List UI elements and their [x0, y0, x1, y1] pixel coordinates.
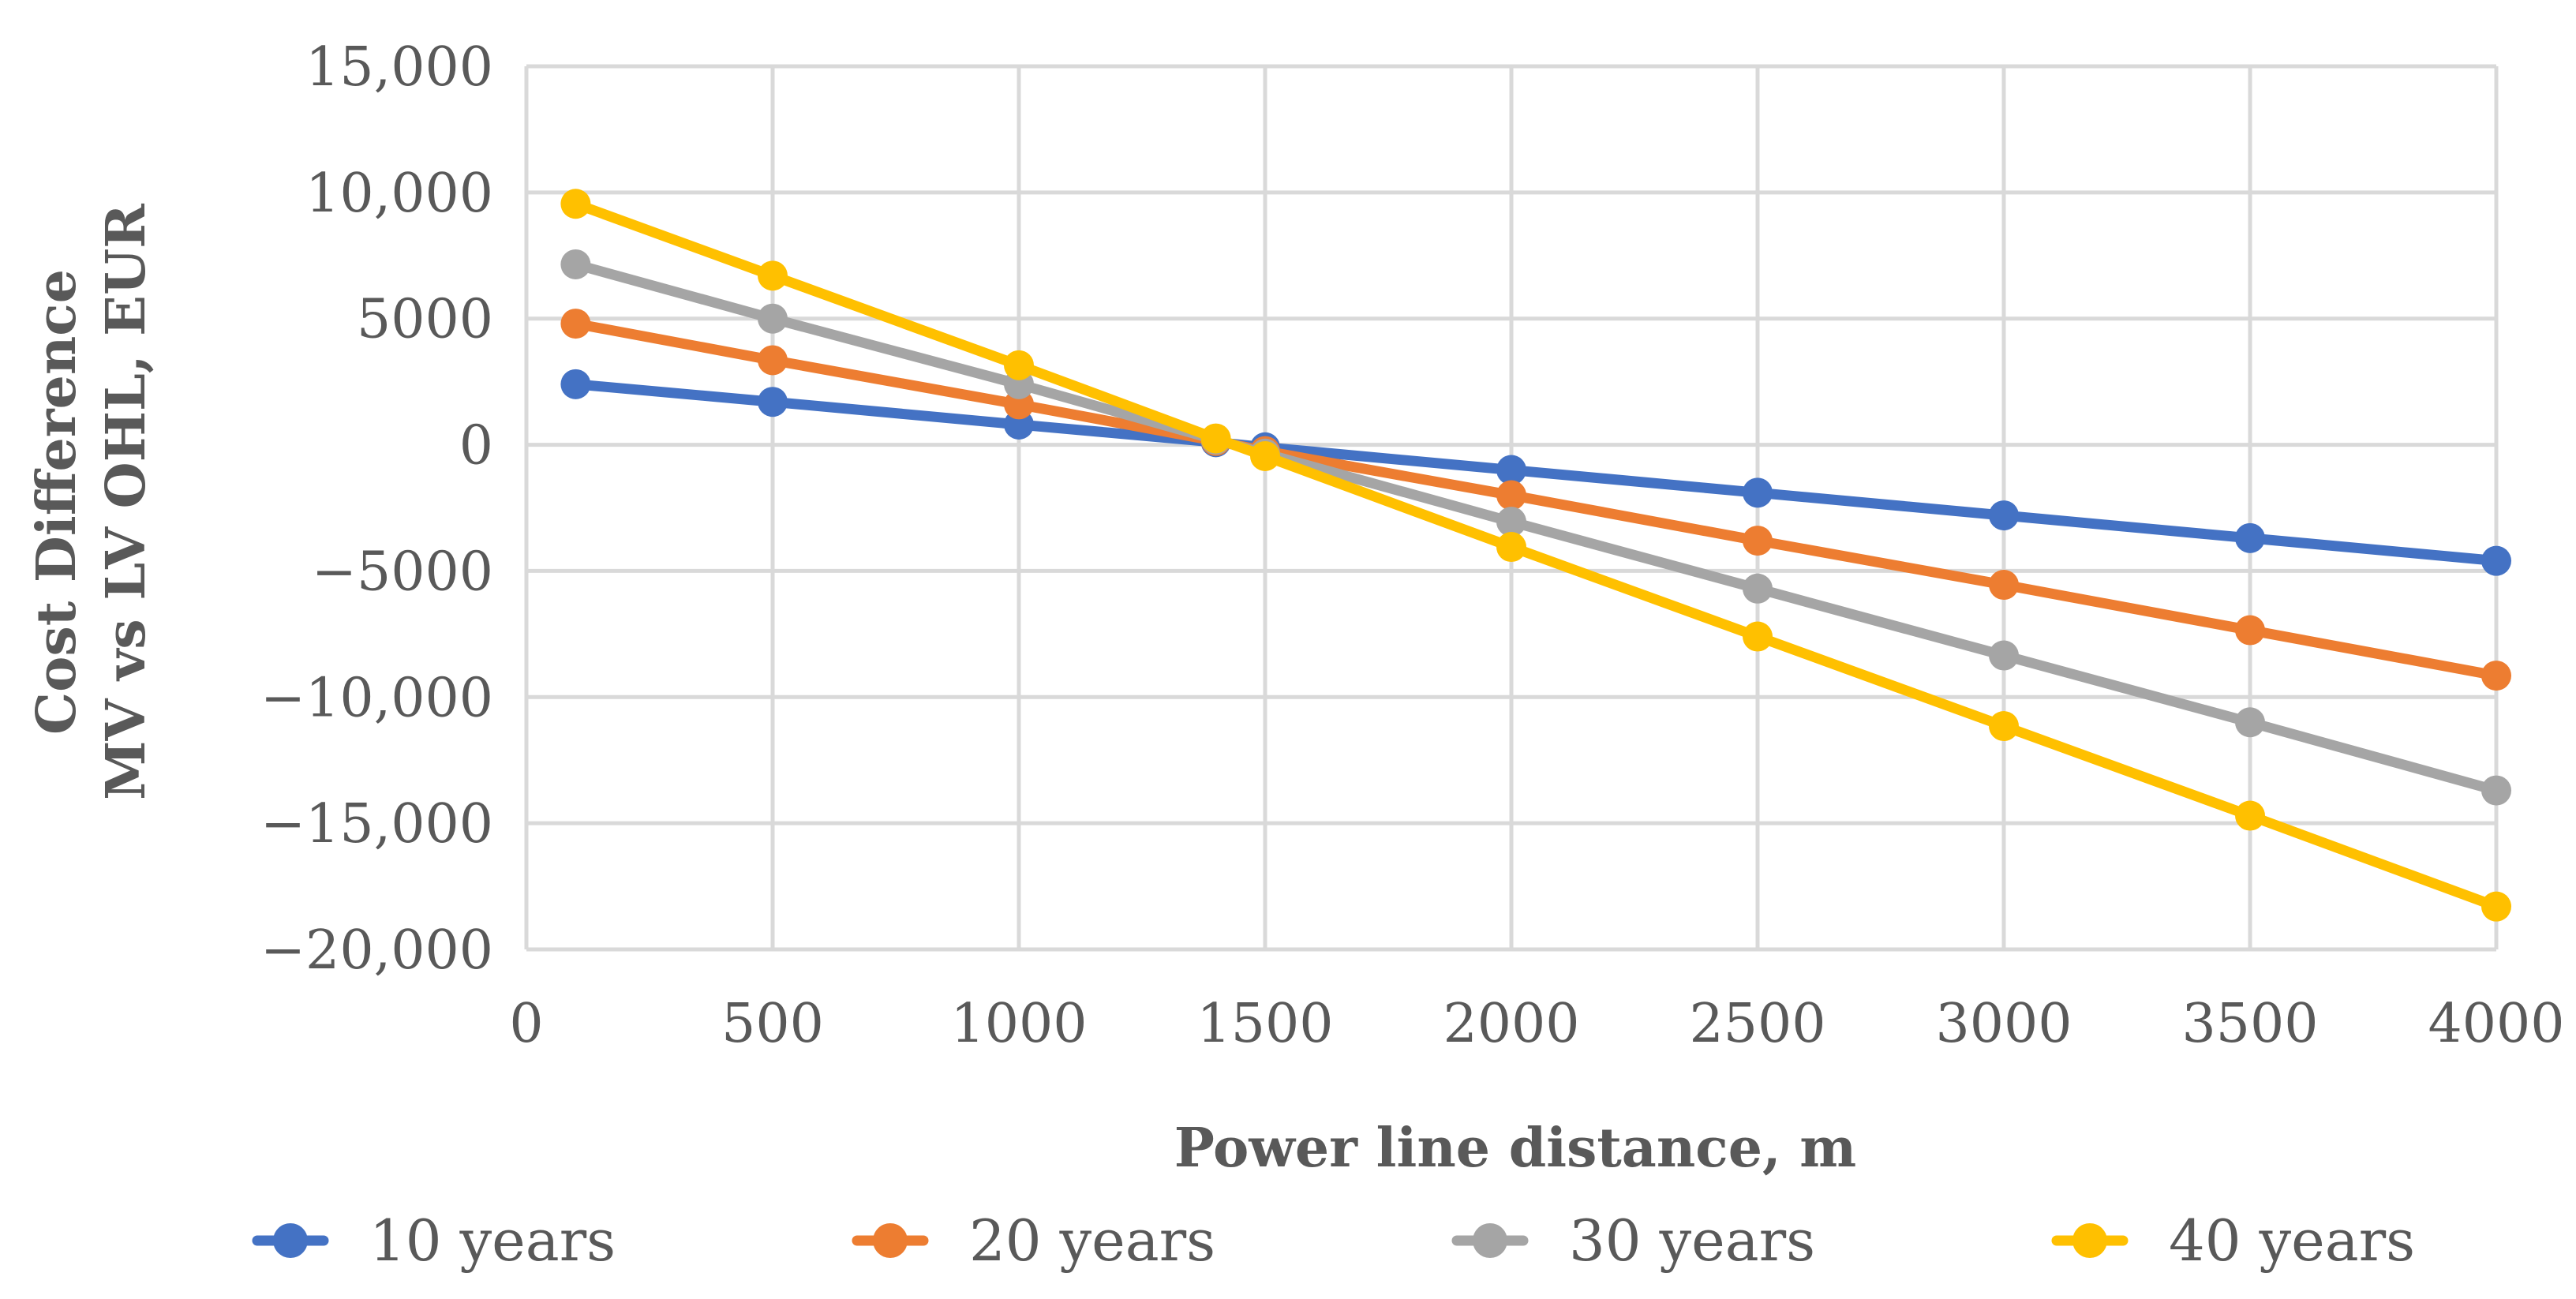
legend-marker	[2072, 1223, 2107, 1258]
data-point	[1989, 570, 2019, 601]
legend-label: 40 years	[2169, 1207, 2415, 1274]
legend-marker	[873, 1223, 908, 1258]
series-20-years	[560, 309, 2511, 691]
legend-item: 40 years	[2051, 1207, 2415, 1274]
x-tick-label: 1000	[950, 993, 1087, 1055]
y-axis-ticks: 15,000 10,000 5000 0 −5000 −10,000 −15,000 −20,…	[260, 36, 493, 982]
y-tick-label: 5000	[357, 289, 493, 351]
data-point	[2481, 545, 2511, 576]
data-point	[1743, 477, 1773, 508]
legend-item: 10 years	[252, 1207, 616, 1274]
legend-marker	[1473, 1223, 1507, 1258]
series-line	[570, 259, 2502, 796]
y-tick-label: 0	[459, 415, 493, 477]
data-point	[1200, 423, 1231, 454]
data-point	[2235, 615, 2265, 646]
data-point	[1989, 711, 2019, 742]
legend: 10 years 20 years 30 years 40 years	[252, 1207, 2415, 1274]
x-tick-label: 500	[721, 993, 824, 1055]
data-point	[560, 369, 591, 399]
legend-label: 10 years	[369, 1207, 616, 1274]
data-point	[1743, 621, 1773, 652]
y-tick-label: −15,000	[260, 793, 493, 855]
data-point	[1989, 500, 2019, 531]
x-tick-label: 1500	[1196, 993, 1333, 1055]
y-axis-title: Cost Difference MV vs LV OHL, EUR	[25, 204, 158, 800]
series-30-years	[560, 249, 2511, 806]
y-axis-title-line-1: Cost Difference	[25, 269, 88, 735]
data-point	[2235, 800, 2265, 831]
data-point	[1496, 532, 1526, 563]
series-10-years	[560, 369, 2511, 576]
legend-item: 30 years	[1451, 1207, 1815, 1274]
data-point	[2481, 661, 2511, 691]
data-point	[2235, 707, 2265, 738]
x-tick-label: 4000	[2428, 993, 2564, 1055]
series-line	[570, 198, 2502, 912]
data-point	[2481, 775, 2511, 806]
data-point	[1496, 455, 1526, 485]
y-tick-label: −20,000	[260, 919, 493, 982]
y-axis-title-line-2: MV vs LV OHL, EUR	[95, 204, 158, 800]
data-point	[560, 189, 591, 219]
data-point	[1250, 440, 1280, 471]
data-point	[1496, 480, 1526, 511]
data-point	[2481, 891, 2511, 922]
x-tick-label: 2500	[1689, 993, 1825, 1055]
y-tick-label: 10,000	[305, 163, 493, 225]
y-tick-label: −5000	[312, 541, 493, 603]
data-point	[1743, 573, 1773, 604]
legend-item: 20 years	[852, 1207, 1215, 1274]
data-point	[758, 303, 788, 334]
x-axis-ticks: 0 500 1000 1500 2000 2500 3000 3500 4000	[509, 993, 2564, 1055]
data-point	[1496, 507, 1526, 537]
x-tick-label: 3500	[2181, 993, 2318, 1055]
x-tick-label: 2000	[1443, 993, 1579, 1055]
data-point	[560, 249, 591, 279]
data-point	[2235, 522, 2265, 553]
series-40-years	[560, 189, 2511, 922]
series-line	[570, 379, 2502, 567]
data-point	[758, 345, 788, 376]
y-tick-label: −10,000	[260, 667, 493, 729]
legend-label: 20 years	[969, 1207, 1215, 1274]
series-lines	[560, 189, 2511, 922]
data-point	[758, 260, 788, 291]
legend-label: 30 years	[1569, 1207, 1815, 1274]
data-point	[758, 387, 788, 417]
data-point	[1989, 640, 2019, 671]
data-point	[1743, 526, 1773, 556]
data-point	[1004, 350, 1034, 380]
x-axis-title: Power line distance, m	[1174, 1117, 1857, 1180]
series-line	[570, 318, 2502, 681]
legend-marker	[273, 1223, 308, 1258]
x-tick-label: 3000	[1935, 993, 2072, 1055]
y-tick-label: 15,000	[305, 36, 493, 99]
data-point	[560, 309, 591, 339]
x-tick-label: 0	[509, 993, 543, 1055]
